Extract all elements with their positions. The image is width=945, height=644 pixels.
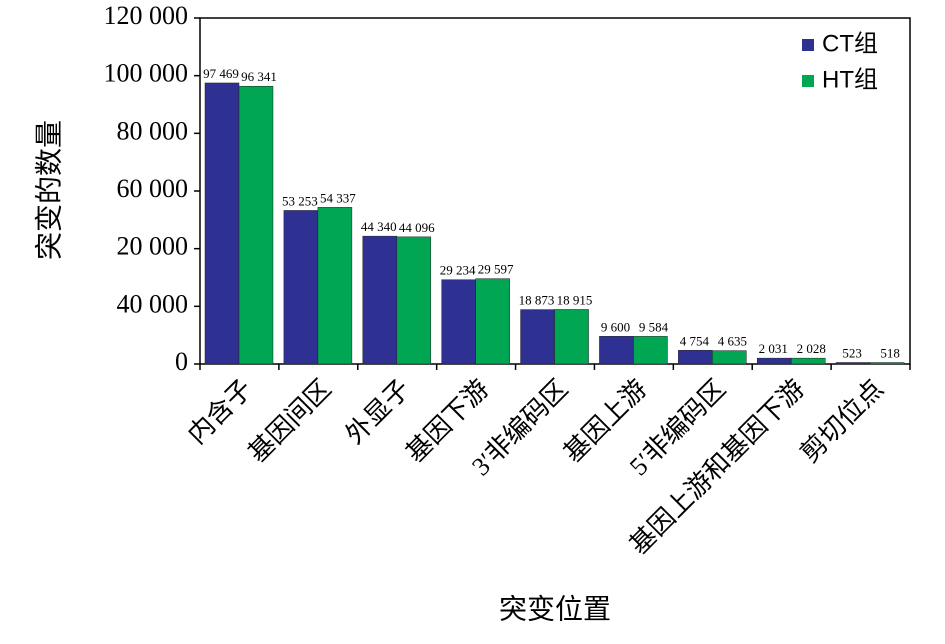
value-label: 9 600 [601, 319, 630, 334]
bar [756, 357, 792, 365]
value-label: 53 253 [282, 193, 318, 208]
bar [204, 82, 240, 365]
value-label: 44 340 [361, 219, 397, 234]
value-label: 2 028 [797, 341, 826, 356]
bar [441, 279, 476, 365]
bar [396, 236, 432, 365]
y-tick-label: 80 000 [117, 116, 189, 145]
legend-label: CT组 [822, 30, 878, 57]
bar [678, 350, 713, 365]
y-tick-label: 0 [175, 347, 188, 376]
bar [869, 362, 905, 365]
value-label: 4 754 [680, 333, 710, 348]
y-tick-label: 20 000 [117, 232, 189, 261]
value-label: 4 635 [718, 334, 747, 349]
value-label: 97 469 [203, 66, 239, 81]
bar [790, 357, 826, 365]
bar [554, 309, 589, 365]
bar [835, 362, 871, 365]
legend-swatch [802, 39, 814, 51]
value-label: 18 915 [557, 292, 593, 307]
bar [283, 210, 319, 365]
value-label: 2 031 [759, 341, 788, 356]
y-tick-label: 60 000 [117, 174, 189, 203]
bar [362, 235, 398, 365]
x-tick-label: 基因间区 [243, 374, 337, 468]
bar [599, 336, 634, 365]
x-tick-label: 内含子 [182, 374, 258, 450]
legend-label: HT组 [822, 66, 878, 93]
bar [712, 350, 747, 365]
value-label: 18 873 [519, 293, 555, 308]
bar [317, 207, 353, 365]
value-label: 9 584 [639, 319, 669, 334]
bar [238, 85, 274, 365]
y-tick-label: 120 000 [104, 1, 189, 30]
value-label: 29 234 [440, 263, 476, 278]
value-label: 518 [880, 345, 900, 360]
bar [520, 309, 555, 365]
x-tick-label: 外显子 [340, 374, 416, 450]
x-tick-label: 剪切位点 [795, 374, 889, 468]
value-label: 44 096 [399, 220, 435, 235]
bar [475, 278, 510, 365]
bar [633, 336, 668, 365]
value-label: 54 337 [320, 190, 356, 205]
value-label: 523 [842, 345, 862, 360]
x-axis-title: 突变位置 [499, 593, 611, 625]
y-axis-title: 突变的数量 [33, 120, 65, 260]
y-tick-label: 40 000 [117, 289, 189, 318]
value-label: 29 597 [478, 262, 514, 277]
legend-swatch [802, 75, 814, 87]
y-tick-label: 100 000 [104, 59, 189, 88]
value-label: 96 341 [241, 69, 277, 84]
